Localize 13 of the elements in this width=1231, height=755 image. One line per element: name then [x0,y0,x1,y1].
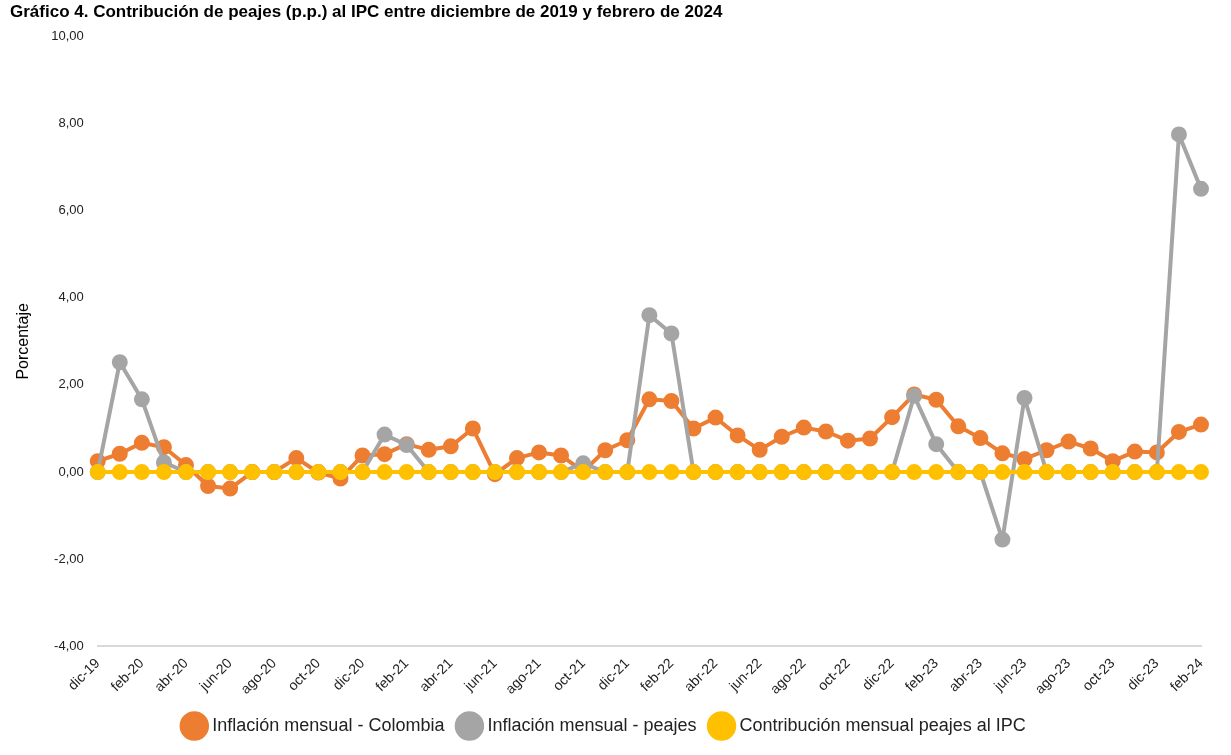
y-tick-label: 4,00 [58,289,84,305]
y-tick-label: 0,00 [58,463,84,479]
y-tick-label: 10,00 [51,27,84,43]
legend-label: Inflación mensual - peajes [487,714,697,735]
y-tick-label: -4,00 [54,637,84,653]
y-tick-label: 6,00 [58,202,84,218]
y-tick-label: 2,00 [58,376,84,392]
y-axis-title: Porcentaje [14,303,32,380]
chart-title: Gráfico 4. Contribución de peajes (p.p.) al IPC entre diciembre de 2019 y febrero de 2024 [10,1,723,21]
legend-label: Contribución mensual peajes al IPC [739,714,1026,735]
legend-label: Inflación mensual - Colombia [212,714,446,735]
y-tick-label: -2,00 [54,550,84,566]
y-tick-label: 8,00 [58,115,84,131]
